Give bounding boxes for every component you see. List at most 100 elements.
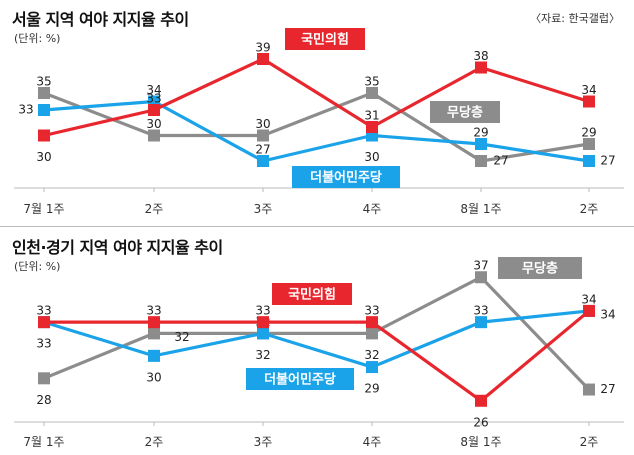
x-tick-label: 7월 1주 xyxy=(23,435,64,449)
data-label-더불어민주당: 29 xyxy=(364,382,379,396)
data-point-무당층 xyxy=(38,372,50,385)
legend-box-국민의힘 xyxy=(272,283,352,305)
data-label-국민의힘: 31 xyxy=(364,109,379,123)
data-point-국민의힘 xyxy=(366,121,378,133)
data-label-더불어민주당: 33 xyxy=(36,337,51,351)
legend-label-무당층: 무당층 xyxy=(447,105,483,121)
data-point-더불어민주당 xyxy=(475,316,487,329)
legend-box-국민의힘 xyxy=(285,28,365,50)
data-label-더불어민주당: 33 xyxy=(18,103,33,117)
data-label-더불어민주당: 29 xyxy=(473,126,488,140)
x-tick-label: 3주 xyxy=(254,202,273,216)
unit-label: (단위: %) xyxy=(14,32,61,45)
series-line-무당층 xyxy=(43,91,590,163)
legend-box-무당층 xyxy=(430,101,500,123)
x-tick-label: 2주 xyxy=(580,202,599,216)
series-line-무당층 xyxy=(43,275,591,391)
chart-title: 인천·경기 지역 여야 지지율 추이 xyxy=(12,238,223,257)
data-label-무당층: 35 xyxy=(36,75,51,89)
data-point-무당층 xyxy=(148,129,160,142)
data-point-무당층 xyxy=(148,327,160,340)
series-line-국민의힘 xyxy=(43,57,590,138)
data-label-국민의힘: 33 xyxy=(255,304,270,318)
x-tick-label: 4주 xyxy=(363,435,382,449)
data-label-더불어민주당: 33 xyxy=(473,304,488,318)
data-label-무당층: 28 xyxy=(36,393,51,407)
legend-box-더불어민주당 xyxy=(292,166,400,188)
data-point-더불어민주당 xyxy=(38,104,50,116)
data-label-국민의힘: 30 xyxy=(36,150,51,164)
data-point-무당층 xyxy=(583,138,595,150)
chart-title: 서울 지역 여야 지지율 추이 xyxy=(12,10,189,29)
data-label-더불어민주당: 34 xyxy=(600,307,615,321)
data-point-무당층 xyxy=(366,327,378,340)
data-label-무당층: 27 xyxy=(600,382,615,396)
data-label-더불어민주당: 27 xyxy=(600,154,615,168)
data-point-국민의힘 xyxy=(257,316,269,329)
legend-label-무당층: 무당층 xyxy=(522,261,558,277)
data-point-더불어민주당 xyxy=(257,327,269,340)
data-point-더불어민주당 xyxy=(583,155,595,167)
panel-divider xyxy=(0,226,634,227)
unit-label: (단위: %) xyxy=(14,260,61,273)
data-point-국민의힘 xyxy=(475,394,487,407)
source-label: 〈자료: 한국갤럽〉 xyxy=(530,12,620,25)
data-label-국민의힘: 34 xyxy=(581,83,596,97)
data-label-무당층: 37 xyxy=(473,259,488,273)
data-label-무당층: 32 xyxy=(364,348,379,362)
data-label-국민의힘: 33 xyxy=(364,304,379,318)
legend-label-국민의힘: 국민의힘 xyxy=(288,287,336,303)
data-point-더불어민주당 xyxy=(366,361,378,374)
x-tick-label: 2주 xyxy=(145,202,164,216)
x-tick-label: 2주 xyxy=(580,435,599,449)
data-label-더불어민주당: 32 xyxy=(255,348,270,362)
data-point-국민의힘 xyxy=(148,104,160,116)
legend-box-무당층 xyxy=(498,257,582,279)
data-label-국민의힘: 26 xyxy=(473,415,488,429)
data-label-더불어민주당: 34 xyxy=(146,83,161,97)
data-point-더불어민주당 xyxy=(148,349,160,362)
data-label-무당층: 30 xyxy=(146,117,161,131)
data-point-무당층 xyxy=(257,129,269,142)
data-label-국민의힘: 33 xyxy=(146,304,161,318)
data-label-국민의힘: 38 xyxy=(473,49,488,63)
data-point-무당층 xyxy=(475,271,487,284)
data-label-국민의힘: 33 xyxy=(36,304,51,318)
data-label-무당층: 27 xyxy=(493,154,508,168)
series-line-더불어민주당 xyxy=(43,309,590,369)
x-tick-label: 8월 1주 xyxy=(460,202,501,216)
x-tick-label: 3주 xyxy=(254,435,273,449)
legend-box-더불어민주당 xyxy=(246,368,354,390)
x-tick-label: 7월 1주 xyxy=(23,202,64,216)
data-point-국민의힘 xyxy=(38,316,50,329)
data-point-국민의힘 xyxy=(257,53,269,65)
legend-label-더불어민주당: 더불어민주당 xyxy=(310,170,382,186)
data-label-더불어민주당: 30 xyxy=(146,370,161,384)
data-point-국민의힘 xyxy=(366,316,378,329)
data-label-국민의힘: 39 xyxy=(255,41,270,55)
series-line-더불어민주당 xyxy=(43,99,590,163)
data-point-국민의힘 xyxy=(475,61,487,74)
legend-label-국민의힘: 국민의힘 xyxy=(301,32,349,48)
data-point-국민의힘 xyxy=(148,316,160,329)
data-point-국민의힘 xyxy=(38,129,50,142)
legend-label-더불어민주당: 더불어민주당 xyxy=(264,372,336,388)
series-line-국민의힘 xyxy=(44,309,591,403)
data-label-더불어민주당: 27 xyxy=(255,143,270,157)
data-point-무당층 xyxy=(366,87,378,99)
data-label-무당층: 35 xyxy=(364,75,379,89)
x-tick-label: 2주 xyxy=(145,435,164,449)
data-label-국민의힘: 33 xyxy=(146,92,161,106)
data-point-무당층 xyxy=(475,155,487,167)
data-point-국민의힘 xyxy=(583,95,595,108)
incheon-gyeonggi-chart-panel: 인천·경기 지역 여야 지지율 추이 (단위: %) 7월 1주 2주 3주 4주 8월… xyxy=(0,228,634,455)
x-tick-label: 4주 xyxy=(363,202,382,216)
data-label-국민의힘: 34 xyxy=(581,292,596,306)
data-point-무당층 xyxy=(38,87,50,99)
data-label-더불어민주당: 30 xyxy=(364,150,379,164)
data-point-더불어민주당 xyxy=(475,138,487,150)
data-label-무당층: 32 xyxy=(174,330,189,344)
data-label-무당층: 29 xyxy=(581,126,596,140)
